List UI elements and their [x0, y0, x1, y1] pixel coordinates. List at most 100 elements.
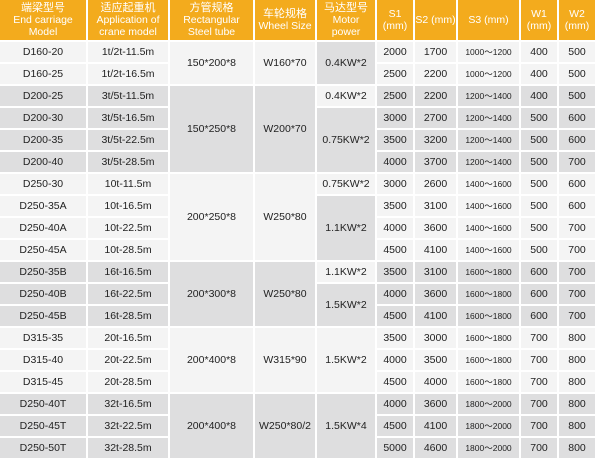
cell-crane: 20t-22.5m [88, 350, 170, 372]
cell-tube: 200*400*8 [170, 394, 255, 460]
cell-w2: 700 [559, 306, 595, 328]
cell-w1: 500 [521, 218, 559, 240]
cell-model: D250-35A [0, 196, 88, 218]
cell-motor: 0.4KW*2 [317, 42, 377, 86]
table-row: D250-45T 32t-22.5m 4500 4100 1800～2000 700 800 [0, 416, 595, 438]
cell-s3: 1800～2000 [458, 438, 521, 460]
cell-w1: 500 [521, 108, 559, 130]
cell-s1: 4000 [377, 218, 415, 240]
cell-w2: 500 [559, 42, 595, 64]
cell-model: D160-25 [0, 64, 88, 86]
cell-w1: 600 [521, 262, 559, 284]
cell-s1: 2000 [377, 42, 415, 64]
header-wheel: 车轮规格 Wheel Size [255, 0, 317, 42]
cell-crane: 1t/2t-11.5m [88, 42, 170, 64]
cell-s3: 1600～1800 [458, 262, 521, 284]
cell-s2: 4000 [415, 372, 458, 394]
table-row: D250-30 10t-11.5m 200*250*8 W250*80 0.75KW*2… [0, 174, 595, 262]
cell-w1: 500 [521, 152, 559, 174]
cell-s1: 3500 [377, 262, 415, 284]
cell-s1: 2500 [377, 64, 415, 86]
cell-s1: 3500 [377, 130, 415, 152]
cell-w2: 700 [559, 262, 595, 284]
cell-s3: 1400～1600 [458, 196, 521, 218]
cell-crane: 3t/5t-28.5m [88, 152, 170, 174]
cell-w1: 700 [521, 438, 559, 460]
cell-crane: 10t-22.5m [88, 218, 170, 240]
cell-s1: 2500 [377, 86, 415, 108]
table-row: D200-30 3t/5t-16.5m 0.75KW*2 3000 2700 1200～1… [0, 108, 595, 174]
table-row: D250-40B 16t-22.5m 1.5KW*2 4000 3600 1600～180… [0, 284, 595, 328]
header-s3: S3 (mm) [458, 0, 521, 42]
cell-w1: 700 [521, 416, 559, 438]
cell-crane: 32t-16.5m [88, 394, 170, 416]
cell-s3: 1000～1200 [458, 42, 521, 64]
cell-s2: 3500 [415, 350, 458, 372]
cell-s2: 4100 [415, 416, 458, 438]
cell-model: D315-40 [0, 350, 88, 372]
cell-w2: 800 [559, 438, 595, 460]
cell-s2: 2200 [415, 86, 458, 108]
cell-w1: 600 [521, 306, 559, 328]
cell-s2: 2700 [415, 108, 458, 130]
cell-motor: 1.5KW*2 [317, 328, 377, 394]
table-row: D250-50T 32t-28.5m 5000 4600 1800～2000 700 800 [0, 438, 595, 460]
cell-wheel: W250*80 [255, 262, 317, 328]
cell-motor: 0.75KW*2 [317, 108, 377, 174]
cell-w2: 800 [559, 416, 595, 438]
cell-s1: 4000 [377, 350, 415, 372]
cell-model: D250-45B [0, 306, 88, 328]
cell-w2: 700 [559, 218, 595, 240]
cell-w2: 700 [559, 240, 595, 262]
table-row: D160-25 1t/2t-16.5m 2500 2200 1000～1200 400 50… [0, 64, 595, 86]
table-row: D200-40 3t/5t-28.5m 4000 3700 1200～1400 500 70… [0, 152, 595, 174]
cell-s3: 1600～1800 [458, 284, 521, 306]
cell-crane: 20t-16.5m [88, 328, 170, 350]
cell-model: D250-45T [0, 416, 88, 438]
cell-crane: 16t-22.5m [88, 284, 170, 306]
cell-s3: 1600～1800 [458, 306, 521, 328]
header-model: 端梁型号 End carriage Model [0, 0, 88, 42]
cell-crane: 10t-11.5m [88, 174, 170, 196]
cell-model: D250-40B [0, 284, 88, 306]
cell-s2: 3700 [415, 152, 458, 174]
cell-crane: 20t-28.5m [88, 372, 170, 394]
cell-s1: 4500 [377, 372, 415, 394]
cell-wheel: W250*80 [255, 174, 317, 262]
cell-w1: 700 [521, 350, 559, 372]
cell-model: D200-40 [0, 152, 88, 174]
cell-w1: 700 [521, 394, 559, 416]
table-row: D315-40 20t-22.5m 4000 3500 1600～1800 700 800 [0, 350, 595, 372]
cell-motor: 1.5KW*2 [317, 284, 377, 328]
header-w2: W2 (mm) [559, 0, 595, 42]
cell-s1: 4000 [377, 394, 415, 416]
cell-s3: 1800～2000 [458, 394, 521, 416]
cell-s3: 1800～2000 [458, 416, 521, 438]
cell-s2: 2600 [415, 174, 458, 196]
cell-w2: 800 [559, 394, 595, 416]
cell-s2: 4100 [415, 240, 458, 262]
cell-motor: 1.1KW*2 [317, 196, 377, 262]
cell-w1: 500 [521, 130, 559, 152]
cell-model: D250-35B [0, 262, 88, 284]
header-s1: S1 (mm) [377, 0, 415, 42]
table-row: D250-45A 10t-28.5m 4500 4100 1400～1600 500 700 [0, 240, 595, 262]
cell-w1: 400 [521, 42, 559, 64]
table-row: D250-45B 16t-28.5m 4500 4100 1600～1800 600 700 [0, 306, 595, 328]
cell-crane: 3t/5t-11.5m [88, 86, 170, 108]
cell-model: D160-20 [0, 42, 88, 64]
cell-w2: 600 [559, 108, 595, 130]
cell-model: D250-40T [0, 394, 88, 416]
cell-s3: 1600～1800 [458, 328, 521, 350]
cell-s2: 3000 [415, 328, 458, 350]
cell-s2: 1700 [415, 42, 458, 64]
cell-s3: 1200～1400 [458, 130, 521, 152]
cell-model: D200-35 [0, 130, 88, 152]
cell-model: D250-40A [0, 218, 88, 240]
cell-s3: 1600～1800 [458, 350, 521, 372]
header-tube: 方管规格 Rectangular Steel tube [170, 0, 255, 42]
cell-s2: 4100 [415, 306, 458, 328]
cell-s1: 4500 [377, 240, 415, 262]
cell-motor: 1.5KW*4 [317, 394, 377, 460]
cell-s1: 3500 [377, 328, 415, 350]
